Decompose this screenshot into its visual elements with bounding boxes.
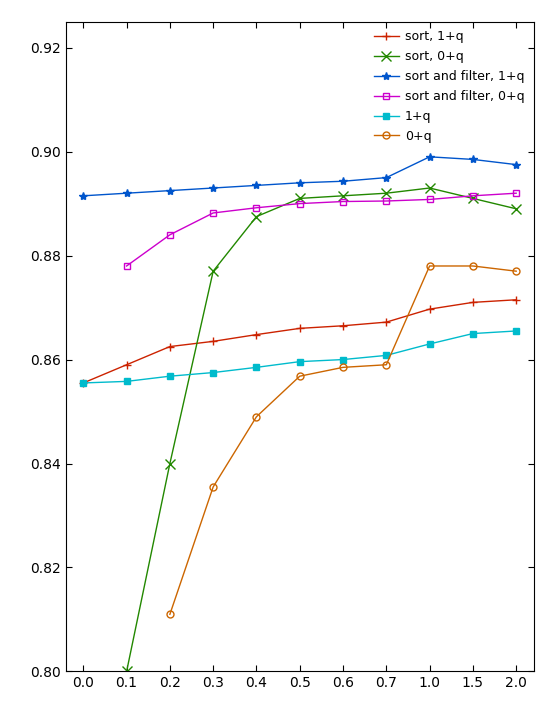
- sort and filter, 1+q: [167, 186, 173, 195]
- 1+q: [513, 326, 520, 335]
- sort, 1+q: [470, 298, 476, 307]
- Line: 0+q: 0+q: [167, 263, 520, 618]
- sort, 0+q: [210, 267, 217, 276]
- sort, 0+q: [167, 459, 173, 468]
- sort and filter, 1+q: [210, 183, 217, 192]
- sort, 1+q: [210, 337, 217, 346]
- 1+q: [167, 372, 173, 380]
- sort, 1+q: [123, 360, 130, 369]
- sort, 0+q: [123, 667, 130, 676]
- Legend: sort, 1+q, sort, 0+q, sort and filter, 1+q, sort and filter, 0+q, 1+q, 0+q: sort, 1+q, sort, 0+q, sort and filter, 1…: [369, 25, 530, 148]
- 0+q: [296, 372, 303, 380]
- sort, 1+q: [167, 342, 173, 351]
- sort, 1+q: [340, 321, 346, 330]
- sort and filter, 0+q: [340, 197, 346, 206]
- 0+q: [340, 363, 346, 372]
- sort and filter, 0+q: [167, 230, 173, 239]
- sort and filter, 1+q: [80, 191, 86, 200]
- sort, 1+q: [513, 295, 520, 304]
- Line: sort and filter, 0+q: sort and filter, 0+q: [123, 190, 520, 269]
- sort, 0+q: [426, 183, 433, 192]
- sort, 0+q: [340, 191, 346, 200]
- 0+q: [426, 261, 433, 270]
- sort, 1+q: [426, 305, 433, 313]
- sort and filter, 0+q: [296, 199, 303, 208]
- sort and filter, 0+q: [426, 195, 433, 204]
- sort, 1+q: [383, 318, 389, 326]
- sort and filter, 1+q: [426, 152, 433, 161]
- 1+q: [426, 339, 433, 348]
- sort and filter, 0+q: [253, 204, 260, 212]
- sort, 0+q: [383, 189, 389, 198]
- sort, 1+q: [296, 324, 303, 333]
- sort and filter, 1+q: [383, 173, 389, 182]
- 1+q: [470, 329, 476, 338]
- sort and filter, 0+q: [123, 261, 130, 270]
- Line: sort, 1+q: sort, 1+q: [79, 295, 520, 387]
- sort, 0+q: [513, 204, 520, 213]
- sort and filter, 1+q: [253, 181, 260, 190]
- 1+q: [210, 368, 217, 377]
- sort and filter, 1+q: [123, 189, 130, 198]
- sort and filter, 0+q: [383, 196, 389, 205]
- Line: sort and filter, 1+q: sort and filter, 1+q: [79, 152, 520, 200]
- sort and filter, 0+q: [210, 209, 217, 217]
- sort and filter, 1+q: [470, 155, 476, 164]
- 1+q: [340, 355, 346, 364]
- 1+q: [296, 357, 303, 366]
- 1+q: [253, 363, 260, 372]
- 1+q: [123, 377, 130, 386]
- 0+q: [383, 360, 389, 369]
- Line: 1+q: 1+q: [80, 328, 520, 386]
- 1+q: [383, 351, 389, 360]
- sort and filter, 1+q: [296, 178, 303, 187]
- sort and filter, 0+q: [470, 191, 476, 200]
- 0+q: [253, 412, 260, 421]
- sort, 1+q: [253, 330, 260, 339]
- sort, 1+q: [80, 378, 86, 387]
- Line: sort, 0+q: sort, 0+q: [122, 183, 521, 677]
- 0+q: [470, 261, 476, 270]
- 0+q: [513, 267, 520, 276]
- 0+q: [167, 610, 173, 619]
- sort and filter, 1+q: [513, 160, 520, 169]
- sort, 0+q: [470, 194, 476, 203]
- sort, 0+q: [253, 212, 260, 221]
- 0+q: [210, 482, 217, 491]
- sort and filter, 0+q: [513, 189, 520, 198]
- 1+q: [80, 378, 86, 387]
- sort, 0+q: [296, 194, 303, 203]
- sort and filter, 1+q: [340, 177, 346, 186]
